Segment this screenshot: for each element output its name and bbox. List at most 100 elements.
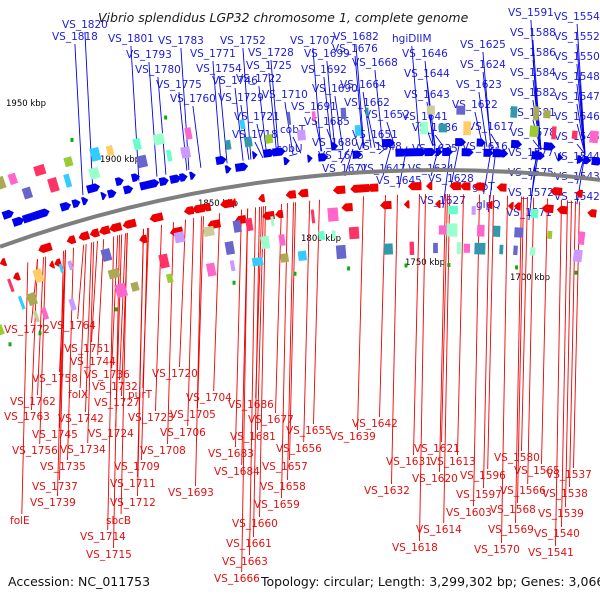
cog-feature [173, 231, 186, 244]
cog-feature [229, 260, 236, 272]
leader-line [439, 194, 446, 473]
leader-line [284, 101, 294, 155]
leader-line [517, 196, 524, 504]
gene-label: VS_1720 [152, 368, 198, 380]
leader-line [411, 45, 421, 147]
reverse-gene [139, 234, 148, 244]
cog-feature [105, 145, 115, 157]
reverse-gene [98, 225, 111, 235]
cog-feature [354, 124, 362, 137]
forward-gene [442, 147, 453, 157]
forward-gene [169, 174, 182, 184]
cog-feature [152, 133, 166, 146]
leader-line [482, 71, 492, 148]
gene-label: VS_1548 [554, 71, 600, 83]
gene-label: VS_1625 [460, 39, 506, 51]
reverse-gene [220, 198, 234, 209]
leader-line [487, 195, 495, 470]
gene-label: VS_1754 [196, 63, 242, 75]
reverse-gene [434, 199, 441, 208]
forward-gene [543, 142, 556, 151]
gene-label: VS_1746 [212, 75, 258, 87]
gene-label: VS_1596 [460, 470, 506, 482]
leader-line [561, 200, 568, 528]
forward-gene [272, 147, 286, 157]
gene-label: VS_1706 [160, 427, 206, 439]
gene-label: VS_1627 [420, 195, 466, 207]
leader-line [57, 250, 64, 497]
forward-gene [158, 177, 169, 187]
cog-feature [63, 156, 74, 168]
leader-line [241, 208, 249, 573]
gene-label: VS_1699 [304, 48, 350, 60]
gene-label: VS_1758 [32, 373, 78, 385]
cog-feature [107, 267, 121, 280]
leader-line [179, 219, 186, 368]
leader-line [576, 123, 586, 155]
rna-feature [515, 265, 519, 270]
reverse-gene [202, 202, 212, 212]
gene-label: VS_1618 [392, 542, 438, 554]
leader-line [576, 83, 586, 155]
leader-line [31, 259, 38, 411]
reverse-gene [407, 182, 422, 191]
gene-label: VS_1644 [404, 68, 450, 80]
reverse-gene [556, 205, 568, 215]
cog-feature [68, 298, 77, 311]
cog-feature [529, 125, 539, 138]
kbp-label: 1700 kbp [510, 273, 550, 283]
gene-label: VS_1775 [156, 79, 202, 91]
cog-feature [433, 242, 438, 254]
leader-line [59, 250, 66, 481]
gene-label: VS_1793 [126, 49, 172, 61]
leader-line [573, 201, 580, 469]
leader-line [111, 235, 119, 369]
gene-label: VS_1725 [246, 60, 292, 72]
reverse-gene [366, 183, 379, 192]
leader-line [521, 196, 528, 452]
gene-label: VS_1632 [364, 485, 410, 497]
leader-line [287, 202, 294, 481]
leader-line [21, 262, 29, 515]
leader-line [289, 202, 296, 461]
gene-label: VS_1686 [228, 399, 274, 411]
leader-line [195, 216, 202, 487]
leader-line [374, 141, 384, 148]
leader-line [155, 224, 162, 412]
cog-feature [32, 310, 41, 323]
cog-feature [532, 106, 540, 121]
cog-feature [26, 291, 39, 307]
reverse-gene [380, 200, 392, 210]
gene-label: VS_1724 [88, 428, 134, 440]
leader-line [362, 91, 372, 148]
reverse-gene [109, 222, 123, 233]
forward-gene [576, 155, 584, 164]
leader-line [576, 103, 586, 155]
gene-label: VS_1657 [262, 461, 308, 473]
gene-label: VS_1756 [12, 445, 58, 457]
gene-label: VS_1742 [58, 413, 104, 425]
forward-gene [81, 197, 89, 206]
leader-line [379, 195, 386, 418]
reverse-gene [332, 185, 346, 195]
leader-line [87, 241, 95, 444]
reverse-gene [575, 189, 584, 198]
cog-feature [0, 324, 5, 336]
gene-label: VS_1771 [190, 48, 236, 60]
reverse-gene [403, 200, 410, 209]
cog-feature [409, 241, 415, 256]
forward-gene [215, 155, 227, 165]
cog-feature [310, 209, 316, 224]
leader-line [197, 216, 204, 409]
gene-label: VS_1540 [534, 528, 580, 540]
reverse-gene [297, 188, 309, 198]
gene-label: VS_1569 [488, 524, 534, 536]
gene-label: VS_1550 [554, 51, 600, 63]
cog-feature [32, 268, 45, 284]
leader-line [187, 217, 195, 427]
gene-label: VS_1631 [386, 456, 432, 468]
leader-line [334, 95, 344, 150]
reverse-gene [78, 231, 91, 241]
cog-feature [571, 130, 578, 140]
forward-gene [59, 201, 72, 212]
